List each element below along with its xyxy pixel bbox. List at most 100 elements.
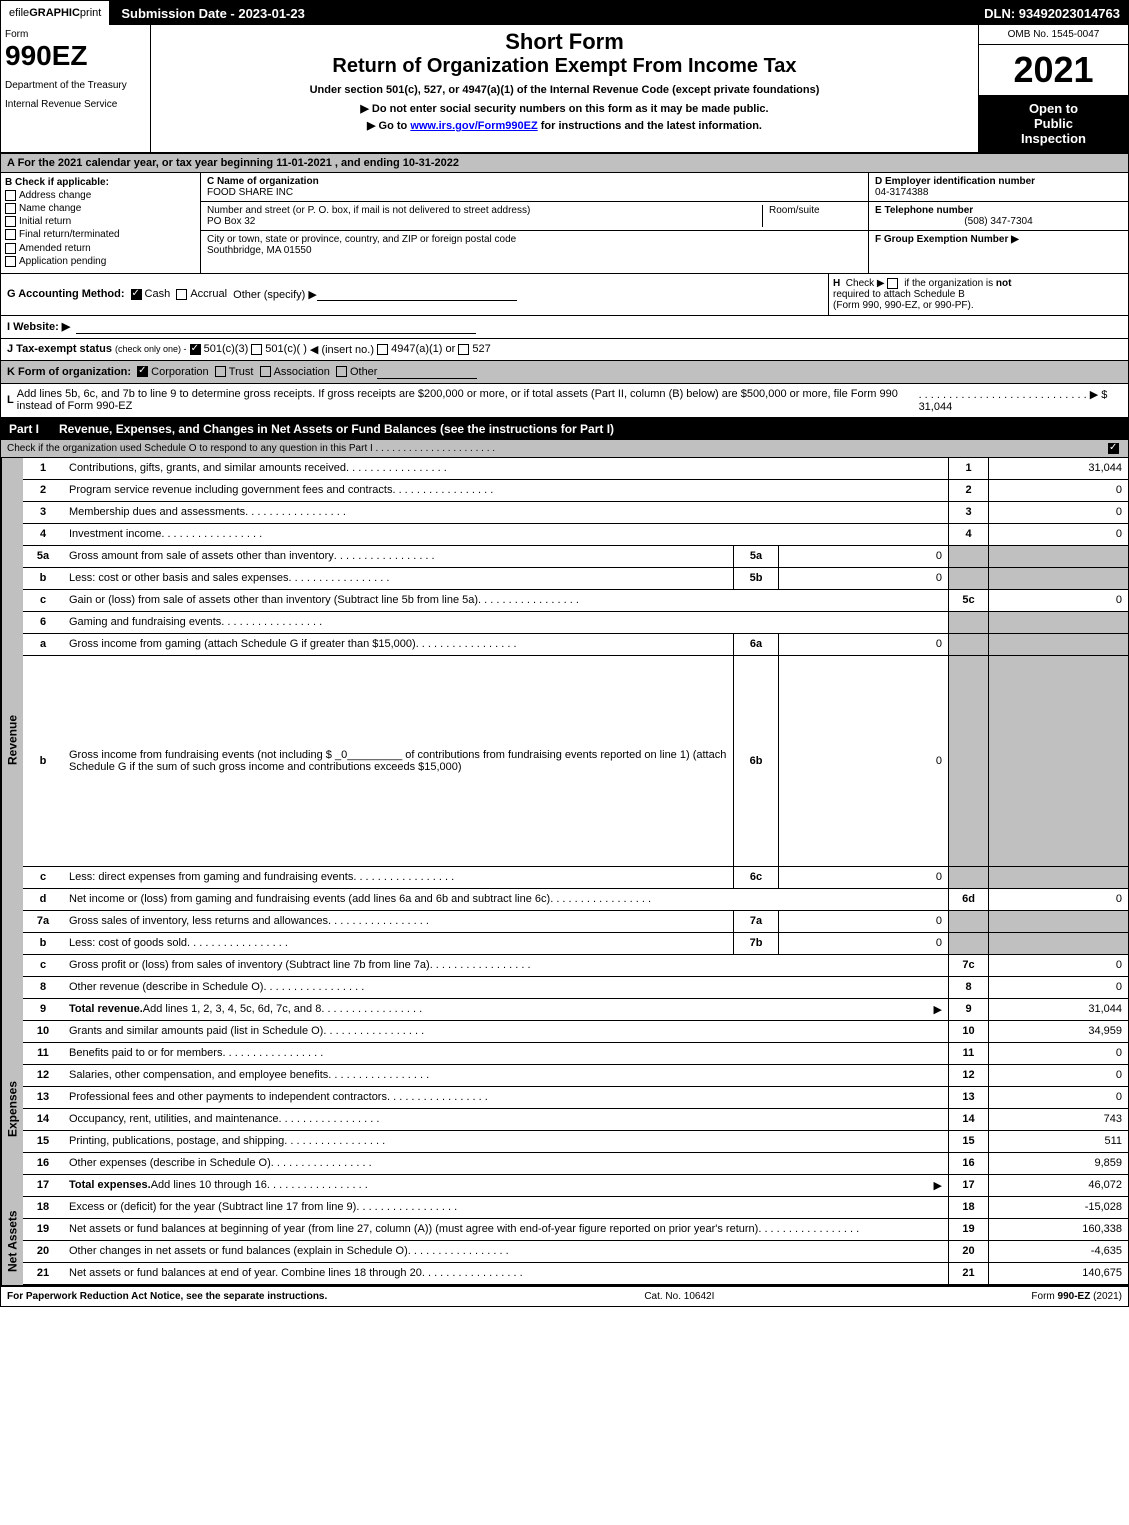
line-value: 31,044 [988, 999, 1128, 1020]
line-17: 17Total expenses. Add lines 10 through 1… [23, 1175, 1128, 1197]
line-number: 12 [23, 1065, 63, 1086]
line-number: 17 [23, 1175, 63, 1196]
checkbox-schedule-b[interactable] [887, 278, 898, 289]
checkbox-527[interactable] [458, 344, 469, 355]
sub-value: 0 [778, 656, 948, 866]
line-description: Investment income . . . . . . . . . . . … [63, 524, 948, 545]
checkbox-trust[interactable] [215, 366, 226, 377]
checkbox-corporation[interactable] [137, 366, 148, 377]
line-c: cGross profit or (loss) from sales of in… [23, 955, 1128, 977]
line-description: Gross sales of inventory, less returns a… [63, 911, 733, 932]
form-container: efile GRAPHIC print Submission Date - 20… [0, 0, 1129, 1307]
section-j: J Tax-exempt status (check only one) - 5… [1, 339, 1128, 361]
column-number: 14 [948, 1109, 988, 1130]
column-number: 12 [948, 1065, 988, 1086]
info-section: B Check if applicable: Address change Na… [1, 173, 1128, 274]
column-number: 2 [948, 480, 988, 501]
line-d: dNet income or (loss) from gaming and fu… [23, 889, 1128, 911]
line-description: Grants and similar amounts paid (list in… [63, 1021, 948, 1042]
line-value: 31,044 [988, 458, 1128, 479]
ein: 04-3174388 [875, 187, 1122, 198]
subtitle: Under section 501(c), 527, or 4947(a)(1)… [155, 84, 974, 96]
checkbox-name-change[interactable] [5, 203, 16, 214]
line-20: 20Other changes in net assets or fund ba… [23, 1241, 1128, 1263]
line-description: Occupancy, rent, utilities, and maintena… [63, 1109, 948, 1130]
expenses-section: Expenses 10Grants and similar amounts pa… [1, 1021, 1128, 1197]
line-number: 18 [23, 1197, 63, 1218]
line-description: Gaming and fundraising events . . . . . … [63, 612, 948, 633]
line-13: 13Professional fees and other payments t… [23, 1087, 1128, 1109]
checkbox-amended-return[interactable] [5, 243, 16, 254]
line-description: Gross income from gaming (attach Schedul… [63, 634, 733, 655]
website-input[interactable] [76, 320, 476, 334]
checkbox-application-pending[interactable] [5, 256, 16, 267]
checkbox-cash[interactable] [131, 289, 142, 300]
instruction-ssn: ▶ Do not enter social security numbers o… [155, 102, 974, 115]
line-8: 8Other revenue (describe in Schedule O) … [23, 977, 1128, 999]
form-label: Form [5, 29, 146, 40]
checkbox-4947[interactable] [377, 344, 388, 355]
checkbox-501c3[interactable] [190, 344, 201, 355]
form-header: Form 990EZ Department of the Treasury In… [1, 25, 1128, 154]
line-value: 743 [988, 1109, 1128, 1130]
graphic-label: GRAPHIC [29, 7, 80, 19]
column-number: 6d [948, 889, 988, 910]
checkbox-501c[interactable] [251, 344, 262, 355]
line-value: 0 [988, 590, 1128, 611]
line-number: 8 [23, 977, 63, 998]
line-number: b [23, 933, 63, 954]
line-value: 34,959 [988, 1021, 1128, 1042]
other-org-input[interactable] [377, 365, 477, 379]
line-14: 14Occupancy, rent, utilities, and mainte… [23, 1109, 1128, 1131]
efile-label: efile GRAPHIC print [1, 1, 109, 25]
section-h: H Check ▶ if the organization is not req… [828, 274, 1128, 315]
line-description: Total revenue. Add lines 1, 2, 3, 4, 5c,… [63, 999, 948, 1020]
column-number: 15 [948, 1131, 988, 1152]
line-description: Printing, publications, postage, and shi… [63, 1131, 948, 1152]
column-number: 1 [948, 458, 988, 479]
line-18: 18Excess or (deficit) for the year (Subt… [23, 1197, 1128, 1219]
line-number: b [23, 656, 63, 866]
line-12: 12Salaries, other compensation, and empl… [23, 1065, 1128, 1087]
line-3: 3Membership dues and assessments . . . .… [23, 502, 1128, 524]
revenue-label: Revenue [1, 458, 23, 1021]
checkbox-other-org[interactable] [336, 366, 347, 377]
checkbox-schedule-o[interactable] [1108, 443, 1119, 454]
line-number: b [23, 568, 63, 589]
line-description: Gain or (loss) from sale of assets other… [63, 590, 948, 611]
column-number: 3 [948, 502, 988, 523]
line-value: 0 [988, 1065, 1128, 1086]
org-city: Southbridge, MA 01550 [207, 245, 862, 256]
checkbox-accrual[interactable] [176, 289, 187, 300]
column-number: 17 [948, 1175, 988, 1196]
checkbox-address-change[interactable] [5, 190, 16, 201]
line-7a: 7aGross sales of inventory, less returns… [23, 911, 1128, 933]
line-number: 2 [23, 480, 63, 501]
revenue-section: Revenue 1Contributions, gifts, grants, a… [1, 458, 1128, 1021]
footer-catalog: Cat. No. 10642I [644, 1291, 714, 1302]
dept-irs: Internal Revenue Service [5, 99, 146, 110]
sub-value: 0 [778, 568, 948, 589]
header-center: Short Form Return of Organization Exempt… [151, 25, 978, 152]
checkbox-final-return[interactable] [5, 229, 16, 240]
line-4: 4Investment income . . . . . . . . . . .… [23, 524, 1128, 546]
line-1: 1Contributions, gifts, grants, and simil… [23, 458, 1128, 480]
checkbox-association[interactable] [260, 366, 271, 377]
line-2: 2Program service revenue including gover… [23, 480, 1128, 502]
sub-column-label: 6b [733, 656, 778, 866]
irs-link[interactable]: www.irs.gov/Form990EZ [410, 120, 537, 132]
line-c: cGain or (loss) from sale of assets othe… [23, 590, 1128, 612]
other-specify-input[interactable] [317, 287, 517, 301]
column-number: 5c [948, 590, 988, 611]
line-19: 19Net assets or fund balances at beginni… [23, 1219, 1128, 1241]
header-right: OMB No. 1545-0047 2021 Open to Public In… [978, 25, 1128, 152]
line-number: 14 [23, 1109, 63, 1130]
line-description: Salaries, other compensation, and employ… [63, 1065, 948, 1086]
line-value: 160,338 [988, 1219, 1128, 1240]
sub-value: 0 [778, 634, 948, 655]
line-5a: 5aGross amount from sale of assets other… [23, 546, 1128, 568]
line-number: 20 [23, 1241, 63, 1262]
sub-value: 0 [778, 911, 948, 932]
checkbox-initial-return[interactable] [5, 216, 16, 227]
form-footer: For Paperwork Reduction Act Notice, see … [1, 1285, 1128, 1306]
